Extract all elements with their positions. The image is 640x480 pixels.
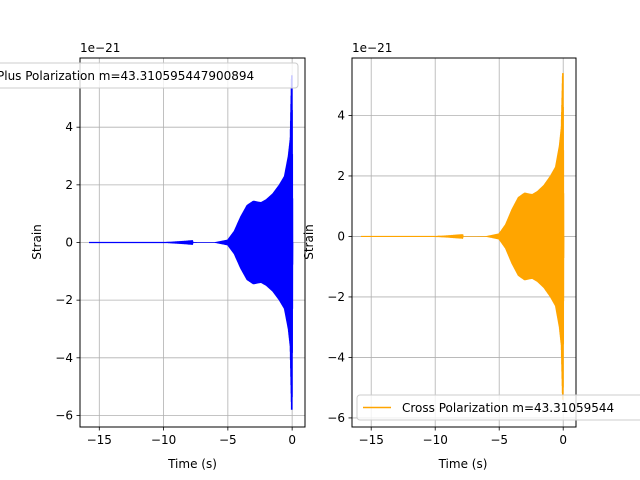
right-x-axis-label: Time (s): [438, 457, 488, 471]
left-y-axis-label: Strain: [30, 224, 44, 260]
right-legend-box: [356, 394, 640, 421]
right-axes-frame: [351, 57, 577, 428]
left-x-tick-label: −5: [219, 433, 237, 447]
left-y-tick-label: 2: [65, 178, 73, 192]
left-series-plus-polarization: [89, 75, 294, 410]
right-x-tick-label: −15: [359, 433, 384, 447]
right-y-tick-label: 2: [337, 169, 345, 183]
left-offset-text: 1e−21: [80, 41, 120, 55]
right-plot: −15 −10 −5 0 −6 −4 −2 0 2 4 1e−21 Time (s) Strai…: [302, 41, 640, 471]
left-legend-label: Plus Polarization m=43.310595447900894: [0, 69, 254, 83]
right-x-tick-label: 0: [559, 433, 567, 447]
left-y-ticks: −6 −4 −2 0 2 4: [55, 120, 80, 422]
right-legend: Cross Polarization m=43.31059544: [356, 394, 640, 421]
left-y-tick-label: 0: [65, 236, 73, 250]
right-x-tick-label: −5: [490, 433, 508, 447]
left-y-tick-label: −2: [55, 293, 73, 307]
left-y-tick-label: 4: [65, 120, 73, 134]
right-y-axis-label: Strain: [302, 224, 316, 260]
right-legend-label: Cross Polarization m=43.31059544: [402, 401, 614, 415]
left-legend: Plus Polarization m=43.310595447900894: [0, 62, 299, 89]
right-y-tick-label: −4: [327, 350, 345, 364]
right-y-tick-label: 4: [337, 108, 345, 122]
left-plot: −15 −10 −5 0 −6 −4 −2 0 2 4 1e−21 Time (s) Strai…: [0, 41, 306, 471]
right-y-tick-label: 0: [337, 229, 345, 243]
left-x-axis-label: Time (s): [167, 457, 217, 471]
left-x-tick-label: −15: [87, 433, 112, 447]
left-x-tick-label: −10: [151, 433, 176, 447]
left-x-ticks: −15 −10 −5 0: [87, 427, 296, 447]
right-y-tick-label: −6: [327, 411, 345, 425]
right-x-ticks: −15 −10 −5 0: [359, 427, 567, 447]
left-x-tick-label: 0: [288, 433, 296, 447]
right-x-tick-label: −10: [423, 433, 448, 447]
right-series-cross-polarization: [360, 73, 565, 400]
left-legend-box: [0, 62, 299, 89]
right-y-tick-label: −2: [327, 290, 345, 304]
left-y-tick-label: −6: [55, 408, 73, 422]
right-offset-text: 1e−21: [352, 41, 392, 55]
right-y-ticks: −6 −4 −2 0 2 4: [327, 108, 352, 425]
left-y-tick-label: −4: [55, 351, 73, 365]
